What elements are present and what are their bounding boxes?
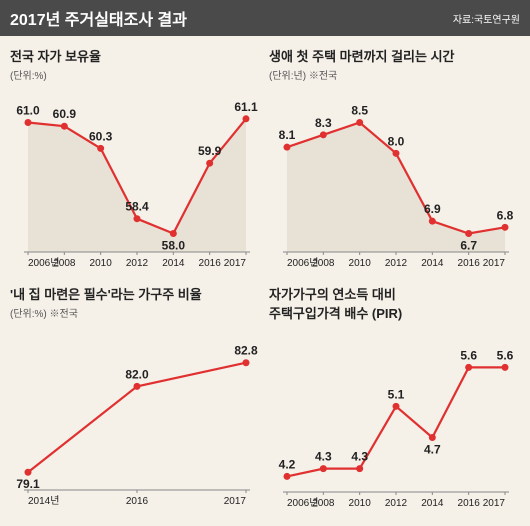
- svg-text:2008: 2008: [312, 498, 335, 509]
- svg-text:61.0: 61.0: [16, 104, 40, 118]
- panel-0-title: 전국 자가 보유율: [10, 46, 261, 65]
- panel-0: 전국 자가 보유율 (단위:%) 61.02006년60.9200860.320…: [10, 46, 261, 276]
- svg-text:2017: 2017: [483, 498, 506, 509]
- svg-text:2014: 2014: [421, 258, 444, 269]
- svg-text:2014년: 2014년: [28, 495, 59, 507]
- chart-0: 61.02006년60.9200860.3201058.4201258.0201…: [10, 86, 258, 276]
- panel-2-unit: (단위:%) ※전국: [10, 305, 261, 320]
- panel-3: 자가가구의 연소득 대비주택구입가격 배수 (PIR) 4.22006년4.32…: [269, 284, 520, 516]
- svg-text:8.1: 8.1: [279, 128, 296, 142]
- svg-text:6.7: 6.7: [460, 239, 477, 253]
- panel-1: 생애 첫 주택 마련까지 걸리는 시간 (단위:년) ※전국 8.12006년8…: [269, 46, 520, 276]
- panel-2-title: '내 집 마련은 필수'라는 가구주 비율: [10, 284, 261, 303]
- svg-text:2017: 2017: [483, 258, 506, 269]
- svg-text:2008: 2008: [53, 258, 76, 269]
- svg-text:4.7: 4.7: [424, 442, 441, 456]
- svg-text:2012: 2012: [126, 258, 149, 269]
- svg-text:2016: 2016: [458, 498, 481, 509]
- svg-text:6.8: 6.8: [497, 208, 514, 222]
- header-source: 자료:국토연구원: [453, 11, 520, 26]
- svg-text:60.9: 60.9: [53, 107, 77, 121]
- svg-text:5.6: 5.6: [460, 348, 477, 362]
- chart-2: 79.1 2014년 82.0 2016 82.8 2017: [10, 324, 258, 514]
- header-title: 2017년 주거실태조사 결과: [10, 6, 187, 30]
- chart-grid: 전국 자가 보유율 (단위:%) 61.02006년60.9200860.320…: [0, 36, 530, 526]
- svg-text:58.4: 58.4: [125, 200, 149, 214]
- panel-3-title: 자가가구의 연소득 대비주택구입가격 배수 (PIR): [269, 284, 520, 322]
- svg-text:4.3: 4.3: [315, 450, 332, 464]
- chart-3: 4.22006년4.320084.320105.120124.720145.62…: [269, 326, 517, 516]
- svg-text:59.9: 59.9: [198, 144, 222, 158]
- svg-text:2012: 2012: [385, 498, 408, 509]
- svg-text:2010: 2010: [349, 258, 372, 269]
- svg-text:61.1: 61.1: [234, 100, 258, 114]
- header: 2017년 주거실태조사 결과 자료:국토연구원: [0, 0, 530, 36]
- svg-text:5.1: 5.1: [388, 387, 405, 401]
- svg-text:2014: 2014: [162, 258, 185, 269]
- svg-text:2010: 2010: [349, 498, 372, 509]
- svg-text:82.0: 82.0: [125, 367, 149, 381]
- svg-text:2010: 2010: [90, 258, 113, 269]
- svg-text:2017: 2017: [224, 496, 247, 507]
- svg-text:79.1: 79.1: [16, 477, 40, 491]
- panel-2: '내 집 마련은 필수'라는 가구주 비율 (단위:%) ※전국 79.1 201…: [10, 284, 261, 516]
- svg-text:8.0: 8.0: [388, 134, 405, 148]
- panel-1-title: 생애 첫 주택 마련까지 걸리는 시간: [269, 46, 520, 65]
- svg-text:5.6: 5.6: [497, 348, 514, 362]
- svg-text:2014: 2014: [421, 498, 444, 509]
- svg-text:8.3: 8.3: [315, 116, 332, 130]
- svg-text:2016: 2016: [126, 496, 149, 507]
- panel-1-unit: (단위:년) ※전국: [269, 67, 520, 82]
- panel-0-unit: (단위:%): [10, 67, 261, 82]
- svg-text:2016: 2016: [199, 258, 222, 269]
- svg-text:6.9: 6.9: [424, 202, 441, 216]
- svg-text:60.3: 60.3: [89, 129, 113, 143]
- svg-text:8.5: 8.5: [351, 104, 368, 118]
- svg-text:58.0: 58.0: [162, 239, 186, 253]
- svg-text:4.3: 4.3: [351, 450, 368, 464]
- svg-text:2017: 2017: [224, 258, 247, 269]
- svg-text:2012: 2012: [385, 258, 408, 269]
- svg-text:4.2: 4.2: [279, 457, 296, 471]
- chart-1: 8.12006년8.320088.520108.020126.920146.72…: [269, 86, 517, 276]
- svg-text:2016: 2016: [458, 258, 481, 269]
- svg-text:2008: 2008: [312, 258, 335, 269]
- svg-text:82.8: 82.8: [234, 344, 258, 358]
